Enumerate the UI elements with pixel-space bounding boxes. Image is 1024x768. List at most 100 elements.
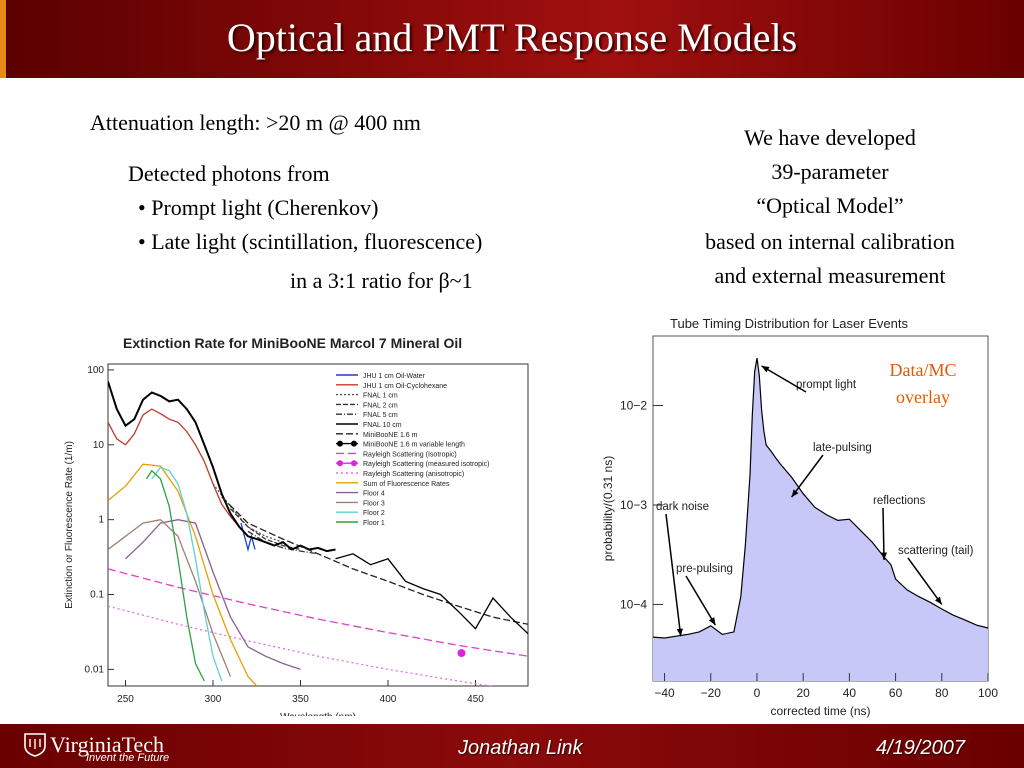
ratio-prefix: in a 3:1 ratio for [290, 268, 439, 293]
footer-bar [0, 724, 1024, 768]
chart1-legend-entry-floor-1: Floor 1 [363, 520, 385, 527]
chart1-legend-entry-rayleigh-scattering-isotropic: Rayleigh Scattering (Isotropic) [363, 451, 457, 458]
chart1-line-floor-4 [125, 519, 301, 671]
chart2-annotation-scattering-tail: scattering (tail) [898, 545, 974, 557]
bullet-prompt: • Prompt light (Cherenkov) [138, 195, 379, 220]
chart1-ytick-label-0-1: 0.1 [90, 590, 104, 601]
chart2-annotation-arrowhead [708, 617, 716, 626]
extinction-chart: Extinction Rate for MiniBooNE Marcol 7 M… [64, 335, 529, 716]
chart2-annotation-arrow [685, 575, 717, 626]
chart1-legend-entry-floor-3: Floor 3 [363, 500, 385, 507]
timing-chart: Tube Timing Distribution for Laser Event… [601, 316, 998, 718]
chart2-annotation-arrow [665, 513, 682, 637]
chart1-line-jhu-1-cm-oil-cyclohexane [108, 408, 240, 528]
chart1-line-fnal-10-cm [108, 381, 336, 553]
right-line-4: based on internal calibration [705, 229, 955, 254]
chart2-xtick-label-80: 80 [935, 686, 949, 700]
footer-tagline: Invent the Future [86, 752, 170, 764]
chart1-line-fnal-1-cm [212, 483, 284, 543]
chart2-annotation-dark-noise: dark noise [656, 501, 709, 513]
chart1-legend-entry-floor-4: Floor 4 [363, 491, 385, 498]
chart2-ytick-label-10-4: 10−4 [620, 597, 647, 611]
chart2-annotation-arrowhead [791, 489, 799, 498]
title-bar-accent [0, 0, 6, 78]
chart1-title: Extinction Rate for MiniBooNE Marcol 7 M… [123, 335, 462, 351]
chart1-line-fnal-5-cm [247, 530, 319, 555]
chart2-annotation-pre-pulsing: pre-pulsing [676, 563, 733, 575]
right-line-3: “Optical Model” [756, 193, 904, 218]
detected-heading: Detected photons from [128, 161, 330, 186]
chart1-legend-entry-fnal-1-cm: FNAL 1 cm [363, 393, 398, 400]
ratio-symbol: β~1 [438, 268, 473, 293]
attenuation-text: Attenuation length: >20 m @ 400 nm [90, 110, 421, 135]
chart2-xtick-label-40: −40 [654, 686, 675, 700]
chart1-xtick-label-400: 400 [380, 694, 397, 705]
chart2-annotation-arrowhead [880, 552, 888, 560]
chart1-line-miniboone-1-6-m-variable-length [335, 553, 528, 635]
chart1-plot-frame [107, 363, 529, 687]
chart1-legend-entry-fnal-2-cm: FNAL 2 cm [363, 402, 398, 409]
chart1-xtick-label-350: 350 [292, 694, 309, 705]
overlay-label-line2: overlay [896, 387, 950, 407]
chart1-legend-marker [351, 440, 357, 447]
chart1-xtick-label-250: 250 [117, 694, 134, 705]
chart1-ytick-label-10: 10 [93, 440, 105, 451]
slide-title: Optical and PMT Response Models [226, 15, 798, 60]
vt-shield-icon [24, 733, 46, 757]
chart1-legend-entry-fnal-10-cm: FNAL 10 cm [363, 422, 402, 429]
chart1-line-floor-3 [108, 518, 232, 677]
bullet-late: • Late light (scintillation, fluorescenc… [138, 229, 483, 254]
chart1-legend-entry-fnal-5-cm: FNAL 5 cm [363, 412, 398, 419]
overlay-label-line1: Data/MC [889, 360, 957, 380]
chart2-xtick-label-0: 0 [754, 686, 761, 700]
chart1-legend-entry-rayleigh-scattering-measured-isotropic: Rayleigh Scattering (measured isotropic) [363, 461, 489, 468]
chart2-annotation-arrowhead [676, 628, 683, 637]
chart2-xtick-label-100: 100 [978, 686, 998, 700]
chart1-line-floor-1 [145, 469, 205, 682]
chart2-ytick-label-10-3: 10−3 [620, 498, 647, 512]
chart2-annotation-arrowhead [761, 365, 770, 373]
chart2-xlabel: corrected time (ns) [770, 704, 870, 718]
chart2-annotation-late-pulsing: late-pulsing [813, 442, 872, 454]
chart2-annotation-arrow [761, 365, 807, 393]
chart1-series-group [108, 381, 528, 686]
chart1-legend-entry-floor-2: Floor 2 [363, 510, 385, 517]
chart2-annotation-reflections: reflections [873, 495, 926, 507]
chart2-annotation-arrow [907, 557, 943, 605]
chart1-xtick-label-450: 450 [467, 694, 484, 705]
chart1-ytick-label-1: 1 [98, 515, 104, 526]
chart2-xtick-label-20: 20 [796, 686, 810, 700]
chart1-xtick-label-300: 300 [205, 694, 222, 705]
chart1-legend-entry-jhu-1-cm-oil-cyclohexane: JHU 1 cm Oil-Cyclohexane [363, 383, 447, 390]
chart1-legend-marker [337, 440, 343, 447]
chart2-data-line [652, 357, 989, 639]
chart1-line-floor-2 [151, 466, 223, 682]
chart1-point-rayleigh-scattering-measured-isotropic [457, 649, 466, 658]
chart1-legend-entry-rayleigh-scattering-anisotropic: Rayleigh Scattering (anisotropic) [363, 471, 464, 478]
chart1-ylabel: Extinction or Fluorescence Rate (1/m) [64, 441, 75, 609]
chart2-xtick-label-20: −20 [701, 686, 722, 700]
right-line-1: We have developed [744, 125, 916, 150]
chart1-ytick-label-0-01: 0.01 [85, 664, 105, 675]
chart1-legend-marker [351, 460, 357, 467]
chart1-legend-entry-sum-of-fluorescence-rates: Sum of Fluorescence Rates [363, 481, 450, 488]
footer-date: 4/19/2007 [876, 737, 965, 759]
chart2-annotation-arrow [791, 454, 824, 498]
right-line-5: and external measurement [714, 263, 946, 288]
chart1-xlabel: Wavelength (nm) [280, 712, 356, 716]
footer-author: Jonathan Link [458, 737, 583, 759]
chart2-title: Tube Timing Distribution for Laser Event… [670, 316, 908, 331]
ratio-text: in a 3:1 ratio for β~1 [290, 268, 473, 294]
chart2-xtick-label-40: 40 [843, 686, 857, 700]
chart2-annotation-prompt-light: prompt light [796, 379, 857, 391]
chart1-ytick-label-100: 100 [87, 365, 104, 376]
chart2-ylabel: probability/(0.31 ns) [601, 456, 615, 561]
footer-org: VirginiaTech [50, 732, 165, 757]
chart2-xtick-label-60: 60 [889, 686, 903, 700]
chart1-line-miniboone-1-6-m [221, 496, 528, 625]
chart1-legend-entry-jhu-1-cm-oil-water: JHU 1 cm Oil-Water [363, 373, 426, 380]
chart1-legend-marker [337, 460, 343, 467]
chart2-annotation-arrowhead [934, 596, 942, 605]
chart1-legend-entry-miniboone-1-6-m-variable-length: MiniBooNE 1.6 m variable length [363, 442, 465, 449]
chart1-legend-entry-miniboone-1-6-m: MiniBooNE 1.6 m [363, 432, 418, 439]
